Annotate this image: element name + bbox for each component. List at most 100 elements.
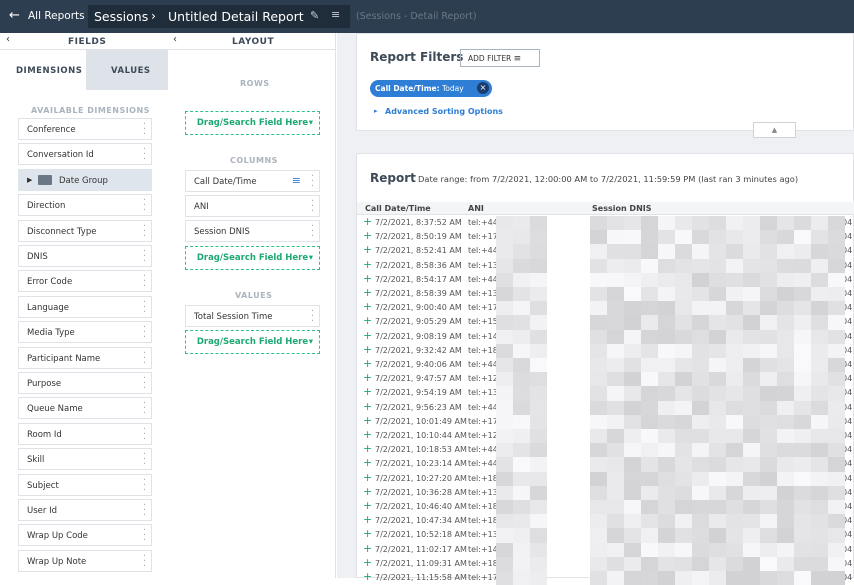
expand-icon[interactable]: +: [363, 428, 373, 441]
tab[interactable]: VALUES: [86, 50, 168, 90]
expand[interactable]: ▶: [27, 175, 33, 184]
redaction: [828, 287, 845, 302]
redaction: [692, 500, 709, 515]
dimension-item[interactable]: · · · Media Type: [18, 321, 152, 344]
expand-icon[interactable]: +: [363, 371, 373, 385]
expand-icon[interactable]: +: [363, 399, 373, 413]
redaction: [607, 429, 624, 444]
drop-zone[interactable]: Drag/Search Field Here ▾: [185, 111, 320, 135]
redaction: [513, 386, 530, 401]
column-header-text: Call Date/Time: [365, 204, 431, 213]
redaction: [811, 258, 828, 273]
expand-icon[interactable]: +: [363, 499, 373, 512]
redaction: [530, 216, 547, 231]
redaction: [709, 500, 726, 515]
caret: ▾: [308, 118, 313, 128]
expand-icon[interactable]: +: [363, 229, 373, 243]
dimension-item[interactable]: · · · Error Code: [18, 270, 152, 293]
dimension-item[interactable]: · · · Subject: [18, 473, 152, 496]
expand-icon[interactable]: +: [363, 456, 373, 470]
expand-icon[interactable]: +: [363, 413, 373, 427]
column-header[interactable]: Session DNIS: [592, 204, 652, 213]
column-header[interactable]: Call Date/Time: [365, 204, 431, 213]
dimension-item[interactable]: ▶ Date Group: [18, 168, 152, 191]
column-header[interactable]: ANI: [468, 204, 484, 213]
layout-column[interactable]: ≡ · · · Call Date/Time: [185, 170, 320, 192]
advanced-link[interactable]: Advanced Sorting Options: [385, 107, 503, 116]
expand-icon[interactable]: +: [363, 300, 373, 314]
collapse[interactable]: ‹: [173, 34, 177, 45]
back-arrow[interactable]: ←: [9, 8, 20, 23]
dimension-item[interactable]: · · · Queue Name: [18, 397, 152, 420]
redaction: [743, 542, 760, 557]
dimension-item[interactable]: · · · DNIS: [18, 245, 152, 267]
chip-remove[interactable]: ×: [477, 82, 489, 94]
filter-chip[interactable]: Call Date/Time: Today ×: [370, 80, 492, 97]
expand-icon[interactable]: +: [363, 271, 373, 285]
expand-icon[interactable]: +: [363, 215, 373, 228]
back-link[interactable]: All Reports: [28, 10, 85, 22]
expand-icon[interactable]: +: [363, 342, 373, 356]
dimension-item[interactable]: · · · Language: [18, 295, 152, 318]
collapse[interactable]: ‹: [6, 34, 10, 45]
expand-icon[interactable]: +: [363, 328, 373, 342]
redaction: [709, 343, 726, 358]
add-filter[interactable]: ADD FILTER ≡: [460, 49, 540, 67]
date-range: Date range: from 7/2/2021, 12:00:00 AM t…: [418, 174, 799, 184]
expand-icon[interactable]: +: [363, 541, 373, 555]
expand-icon[interactable]: +: [363, 257, 373, 271]
dimension-item[interactable]: · · · Wrap Up Code: [18, 524, 152, 547]
dimension-item[interactable]: · · · Skill: [18, 448, 152, 471]
dimension-item[interactable]: · · · Direction: [18, 194, 152, 217]
expand-icon[interactable]: +: [363, 555, 373, 569]
redaction: [675, 429, 692, 444]
dimension-item[interactable]: · · · Disconnect Type: [18, 219, 152, 242]
redaction: [811, 358, 828, 373]
redaction: [709, 400, 726, 415]
cell-text: 7/2/2021, 10:46:40 AM: [375, 502, 467, 511]
redaction: [658, 414, 675, 429]
expand-icon[interactable]: +: [363, 513, 373, 527]
redaction: [675, 343, 692, 358]
collapse-button[interactable]: ▲: [753, 122, 796, 138]
drop-zone[interactable]: Drag/Search Field Here ▾: [185, 246, 320, 270]
dimension-item[interactable]: · · · Wrap Up Note: [18, 549, 152, 572]
cell: tel:+44: [468, 218, 498, 227]
redaction: [726, 315, 743, 330]
dimension-item[interactable]: · · · Room Id: [18, 422, 152, 445]
expand-icon[interactable]: +: [363, 527, 373, 541]
expand-icon[interactable]: +: [363, 470, 373, 484]
expand-icon[interactable]: +: [363, 484, 373, 498]
redaction: [726, 244, 743, 259]
dimension-item[interactable]: · · · User Id: [18, 499, 152, 521]
redaction: [590, 414, 607, 429]
cell-text: 7/2/2021, 10:18:53 AM: [375, 445, 467, 455]
redaction: [658, 343, 675, 358]
tab[interactable]: DIMENSIONS: [0, 50, 86, 90]
expand-icon[interactable]: +: [363, 357, 373, 370]
layout-column[interactable]: · · · ANI: [185, 195, 320, 217]
cell-text: 04: [842, 374, 853, 384]
filter-icon[interactable]: ≡: [291, 174, 301, 187]
dimension-item[interactable]: · · · Participant Name: [18, 346, 152, 369]
layout-value[interactable]: · · · Total Session Time: [185, 305, 320, 327]
dimension-item[interactable]: · · · Purpose: [18, 372, 152, 394]
expand-icon[interactable]: +: [363, 385, 373, 399]
edit-icon[interactable]: ✎: [310, 9, 320, 22]
redaction: [828, 471, 845, 486]
dimension-item[interactable]: · · · Conversation Id: [18, 143, 152, 166]
drop-zone[interactable]: Drag/Search Field Here ▾: [185, 330, 320, 354]
expand-icon[interactable]: +: [363, 286, 373, 299]
list-icon[interactable]: ≡: [331, 8, 341, 21]
expand-icon[interactable]: +: [363, 314, 373, 328]
expand-icon[interactable]: +: [363, 570, 373, 583]
expand-icon[interactable]: +: [363, 442, 373, 456]
redaction: [811, 329, 828, 344]
redaction: [496, 414, 513, 429]
layout-column[interactable]: · · · Session DNIS: [185, 220, 320, 242]
dimension-item[interactable]: · · · Conference: [18, 118, 152, 140]
crumb[interactable]: Sessions: [94, 9, 149, 24]
expand-icon[interactable]: +: [363, 243, 373, 257]
redaction: [777, 429, 794, 444]
redaction: [709, 216, 726, 231]
